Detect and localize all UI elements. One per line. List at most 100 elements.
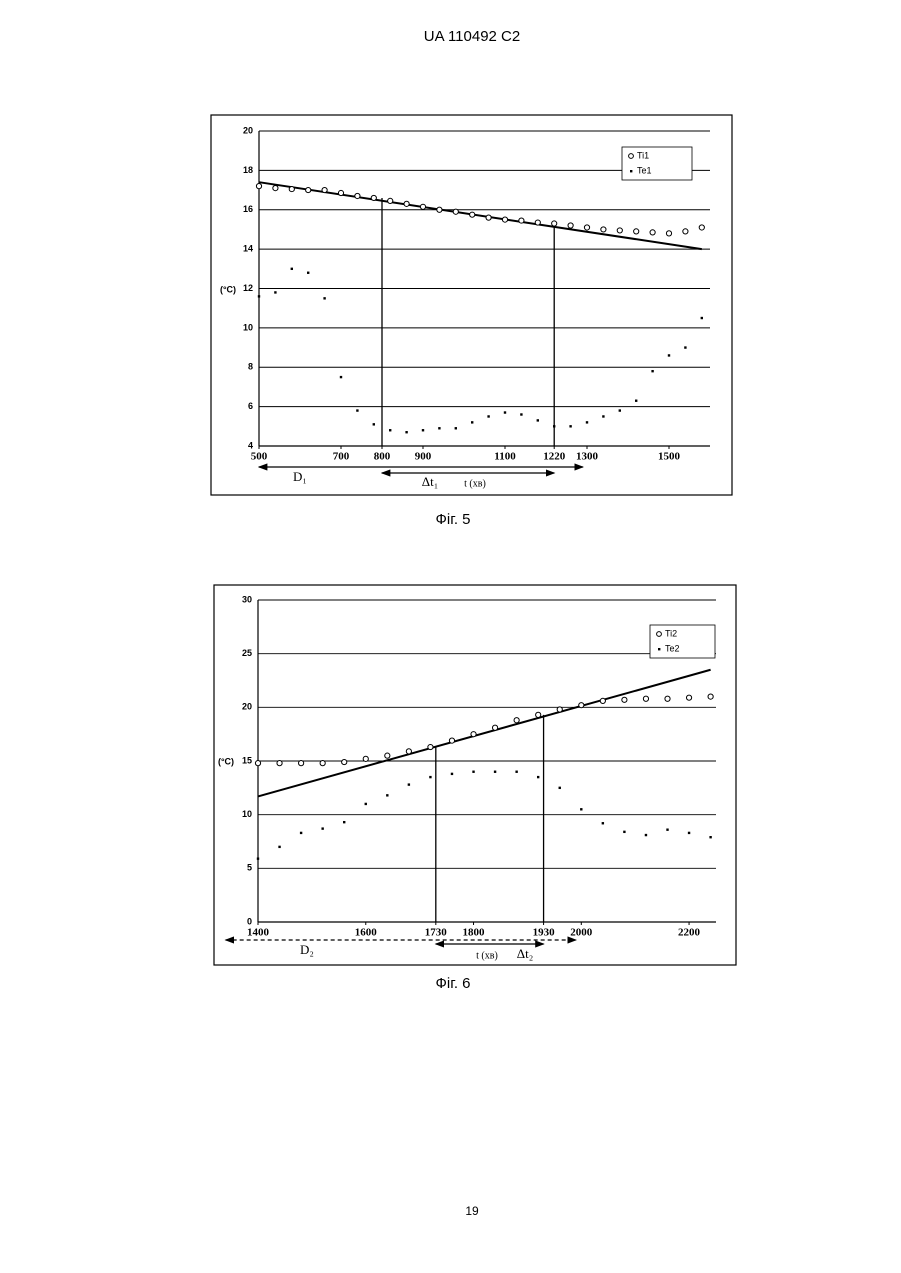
y-tick-label: 5 bbox=[247, 863, 252, 873]
span-label: D₁ bbox=[293, 469, 307, 484]
x-tick-label: 700 bbox=[333, 451, 350, 463]
x-axis-label: t (хв) bbox=[464, 478, 486, 489]
point bbox=[602, 415, 604, 417]
y-tick-label: 14 bbox=[243, 244, 253, 254]
point bbox=[256, 184, 261, 189]
y-tick-label: 12 bbox=[243, 283, 253, 293]
y-tick-label: 8 bbox=[248, 362, 253, 372]
point bbox=[601, 227, 606, 232]
point bbox=[429, 776, 431, 778]
point bbox=[536, 712, 541, 717]
point bbox=[386, 794, 388, 796]
page-number: 19 bbox=[465, 1204, 479, 1218]
point bbox=[622, 697, 627, 702]
legend-label: Ti1 bbox=[637, 150, 649, 160]
legend-label: Ti2 bbox=[665, 628, 677, 638]
point bbox=[338, 190, 343, 195]
document: UA 110492 C2 19 468101214161820500700800… bbox=[0, 0, 901, 1273]
point bbox=[365, 803, 367, 805]
point bbox=[321, 827, 323, 829]
x-tick-label: 1400 bbox=[247, 927, 270, 939]
point bbox=[428, 744, 433, 749]
x-axis-label: t (хв) bbox=[476, 950, 498, 961]
point bbox=[579, 703, 584, 708]
point bbox=[340, 376, 342, 378]
point bbox=[470, 212, 475, 217]
point bbox=[602, 822, 604, 824]
point bbox=[373, 423, 375, 425]
point bbox=[569, 425, 571, 427]
point bbox=[355, 193, 360, 198]
point bbox=[708, 694, 713, 699]
point bbox=[494, 771, 496, 773]
point bbox=[635, 400, 637, 402]
point bbox=[405, 431, 407, 433]
point bbox=[619, 409, 621, 411]
point bbox=[471, 732, 476, 737]
legend-box bbox=[622, 147, 692, 180]
point bbox=[322, 187, 327, 192]
point bbox=[537, 776, 539, 778]
point bbox=[453, 209, 458, 214]
trend-line bbox=[258, 670, 711, 797]
point bbox=[404, 201, 409, 206]
point bbox=[455, 427, 457, 429]
point bbox=[584, 225, 589, 230]
point bbox=[688, 832, 690, 834]
point bbox=[701, 317, 703, 319]
x-tick-label: 1930 bbox=[533, 927, 556, 939]
x-tick-label: 1300 bbox=[576, 451, 599, 463]
point bbox=[651, 370, 653, 372]
point bbox=[634, 229, 639, 234]
point bbox=[258, 295, 260, 297]
point bbox=[307, 272, 309, 274]
header: UA 110492 C2 bbox=[424, 28, 520, 45]
point bbox=[320, 761, 325, 766]
point bbox=[300, 832, 302, 834]
point bbox=[451, 773, 453, 775]
point bbox=[492, 725, 497, 730]
y-axis-label: (°C) bbox=[220, 284, 236, 294]
span-label: Δt₁ bbox=[422, 474, 439, 489]
point bbox=[643, 696, 648, 701]
y-tick-label: 10 bbox=[243, 322, 253, 332]
point bbox=[686, 695, 691, 700]
point bbox=[709, 836, 711, 838]
point bbox=[389, 429, 391, 431]
point bbox=[472, 771, 474, 773]
legend-marker bbox=[630, 170, 632, 172]
span-label: Δt₂ bbox=[517, 946, 534, 961]
legend-marker bbox=[658, 648, 660, 650]
x-tick-label: 900 bbox=[415, 451, 432, 463]
x-tick-label: 2000 bbox=[570, 927, 593, 939]
x-tick-label: 1600 bbox=[355, 927, 378, 939]
point bbox=[486, 215, 491, 220]
point bbox=[666, 828, 668, 830]
point bbox=[650, 230, 655, 235]
point bbox=[408, 783, 410, 785]
y-axis-label: (°C) bbox=[218, 756, 234, 766]
point bbox=[519, 218, 524, 223]
point bbox=[553, 425, 555, 427]
point bbox=[487, 415, 489, 417]
point bbox=[306, 187, 311, 192]
point bbox=[699, 225, 704, 230]
y-tick-label: 25 bbox=[242, 648, 252, 658]
point bbox=[665, 696, 670, 701]
legend-label: Te1 bbox=[637, 165, 652, 175]
x-tick-label: 1100 bbox=[494, 451, 516, 463]
point bbox=[515, 771, 517, 773]
point bbox=[557, 707, 562, 712]
y-tick-label: 30 bbox=[242, 594, 252, 604]
point bbox=[449, 738, 454, 743]
y-tick-label: 18 bbox=[243, 165, 253, 175]
y-tick-label: 16 bbox=[243, 204, 253, 214]
y-tick-label: 20 bbox=[243, 125, 253, 135]
point bbox=[537, 419, 539, 421]
figure-caption: Фіг. 5 bbox=[435, 511, 470, 528]
point bbox=[437, 207, 442, 212]
point bbox=[552, 221, 557, 226]
point bbox=[623, 831, 625, 833]
point bbox=[471, 421, 473, 423]
point bbox=[668, 354, 670, 356]
